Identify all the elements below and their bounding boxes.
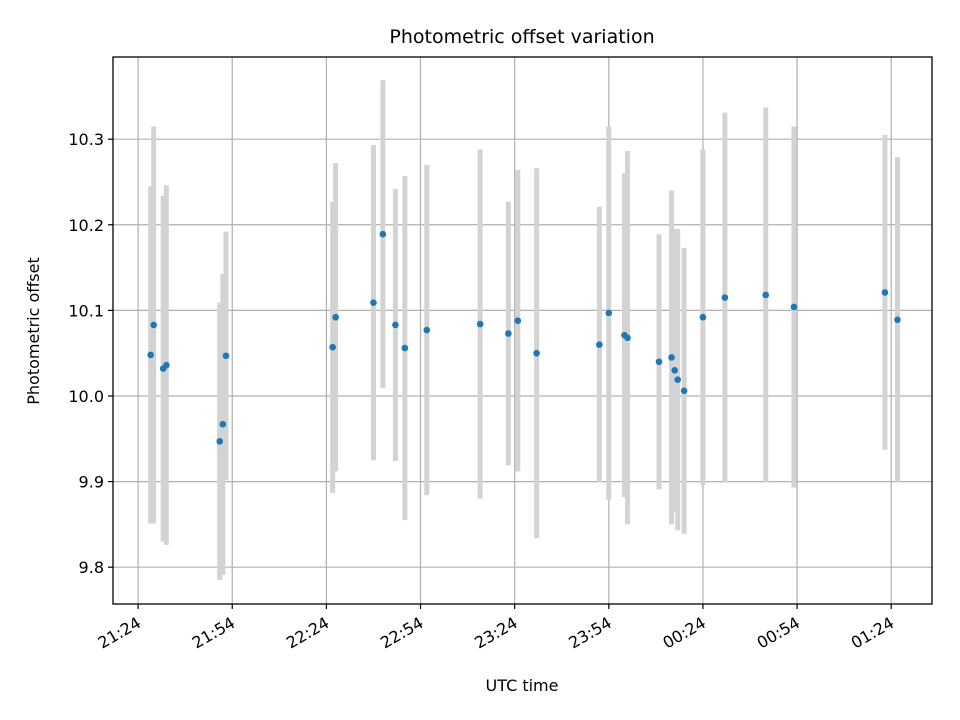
data-point (219, 420, 227, 428)
data-point (476, 320, 484, 328)
data-point (332, 313, 339, 321)
data-point (514, 317, 522, 324)
data-point (624, 334, 631, 342)
data-point (216, 438, 223, 445)
data-point (721, 294, 729, 301)
y-tick-label: 9.9 (79, 473, 104, 492)
data-point (150, 321, 157, 329)
data-point (505, 330, 512, 337)
y-tick-label: 10.1 (68, 301, 104, 320)
data-point (762, 291, 769, 299)
data-point (401, 344, 409, 352)
chart-title: Photometric offset variation (389, 26, 654, 48)
data-point (894, 316, 901, 324)
y-axis-ticks: 9.8 9.9 10.0 10.1 10.2 10.3 (68, 130, 113, 577)
plot-area-frame (112, 56, 933, 605)
data-point (605, 309, 613, 317)
data-point (674, 376, 681, 384)
y-tick-label: 10.2 (68, 216, 104, 235)
data-point (222, 352, 230, 360)
data-point (671, 367, 678, 374)
data-point (655, 358, 663, 366)
y-tick-label: 9.8 (79, 558, 104, 577)
y-tick-label: 10.0 (68, 387, 104, 406)
y-tick-label: 10.3 (68, 130, 104, 149)
data-point (147, 351, 154, 359)
data-point (881, 289, 889, 296)
data-point (533, 349, 540, 357)
data-points (147, 230, 901, 445)
x-axis-label: UTC time (486, 676, 559, 695)
data-point (423, 326, 431, 334)
data-point (680, 387, 688, 395)
y-axis-label: Photometric offset (24, 257, 43, 405)
data-point (596, 341, 603, 348)
data-point (668, 354, 675, 361)
data-point (699, 313, 707, 321)
data-point (379, 230, 387, 238)
data-point (392, 321, 399, 329)
data-point (329, 343, 336, 351)
data-point (163, 361, 170, 369)
data-point (370, 299, 377, 306)
data-point (790, 303, 798, 311)
